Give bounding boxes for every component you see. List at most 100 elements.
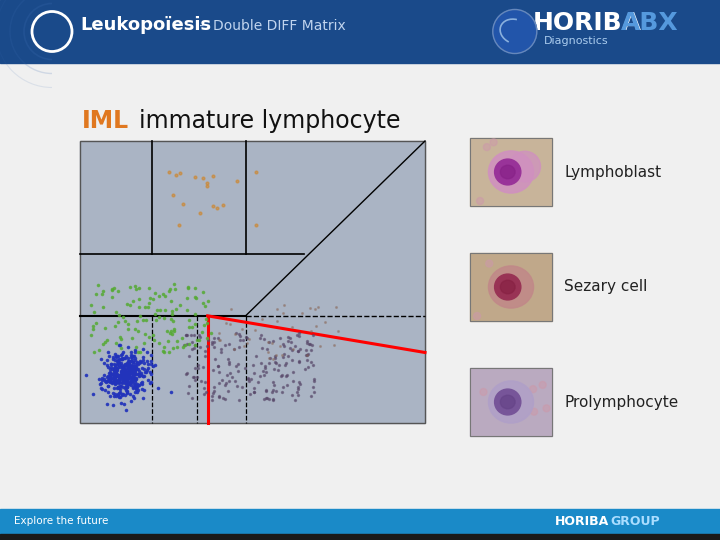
Point [309, 375, 320, 383]
Point [118, 377, 130, 386]
Point [123, 369, 135, 377]
Ellipse shape [486, 260, 492, 267]
Ellipse shape [477, 198, 484, 205]
Point [92, 280, 104, 289]
Point [91, 319, 102, 327]
Point [192, 361, 204, 369]
Point [230, 377, 241, 386]
Point [107, 373, 119, 381]
Point [128, 375, 140, 384]
Point [228, 345, 240, 353]
Point [140, 315, 152, 324]
Point [99, 377, 111, 386]
Point [176, 334, 188, 343]
Point [157, 347, 168, 355]
Point [179, 341, 190, 349]
Point [109, 322, 120, 330]
Point [138, 316, 149, 325]
Point [128, 369, 140, 378]
Point [234, 335, 246, 344]
Point [233, 359, 244, 368]
Ellipse shape [531, 408, 538, 415]
Point [248, 384, 260, 393]
Point [133, 367, 145, 375]
Point [145, 370, 157, 379]
Text: HORIBA: HORIBA [554, 515, 608, 528]
Point [120, 366, 131, 374]
Point [207, 340, 218, 348]
Point [107, 370, 118, 379]
Point [207, 396, 218, 404]
Point [114, 382, 126, 390]
Point [115, 367, 127, 375]
Point [235, 325, 247, 334]
Point [99, 370, 110, 379]
Point [190, 364, 202, 373]
Point [245, 375, 256, 384]
Bar [470, 368, 552, 436]
Point [143, 302, 154, 311]
Point [99, 338, 111, 346]
Point [107, 286, 118, 294]
Point [292, 347, 304, 356]
Point [130, 362, 142, 370]
Point [284, 334, 296, 342]
Point [163, 287, 174, 295]
Point [129, 382, 140, 391]
Point [294, 380, 305, 389]
Point [121, 383, 132, 391]
Point [249, 326, 261, 335]
Point [202, 182, 213, 191]
Point [189, 331, 200, 340]
Point [123, 368, 135, 376]
Point [214, 329, 225, 338]
Point [122, 359, 134, 368]
Bar [470, 253, 552, 321]
Point [125, 373, 136, 382]
Point [126, 352, 138, 360]
Point [161, 327, 173, 335]
Point [115, 355, 127, 363]
Point [107, 355, 119, 363]
Point [243, 377, 254, 386]
Point [228, 345, 240, 354]
Point [111, 352, 122, 360]
Point [125, 366, 136, 374]
Point [109, 372, 121, 381]
Point [131, 382, 143, 391]
Point [133, 371, 145, 380]
Point [124, 282, 135, 291]
Point [258, 394, 270, 403]
Point [122, 388, 133, 397]
Point [113, 340, 125, 349]
Point [166, 309, 177, 318]
Point [189, 173, 201, 181]
Point [181, 340, 192, 348]
Point [113, 361, 125, 369]
Ellipse shape [495, 389, 521, 415]
Point [305, 392, 316, 401]
Point [194, 333, 206, 341]
Point [197, 173, 209, 182]
Point [163, 168, 174, 177]
Point [248, 387, 260, 396]
Point [165, 314, 176, 323]
Point [120, 375, 132, 384]
Point [217, 375, 228, 384]
Point [114, 363, 126, 372]
Point [114, 385, 126, 394]
Point [271, 387, 282, 396]
Point [107, 292, 118, 301]
Point [293, 357, 305, 366]
Point [127, 392, 139, 401]
Point [107, 374, 119, 383]
Point [212, 379, 224, 387]
Point [168, 327, 179, 335]
Point [267, 394, 279, 403]
Point [308, 387, 320, 396]
Point [129, 325, 140, 334]
Point [129, 368, 140, 376]
Point [121, 370, 132, 379]
Point [261, 345, 272, 354]
Point [280, 372, 292, 380]
